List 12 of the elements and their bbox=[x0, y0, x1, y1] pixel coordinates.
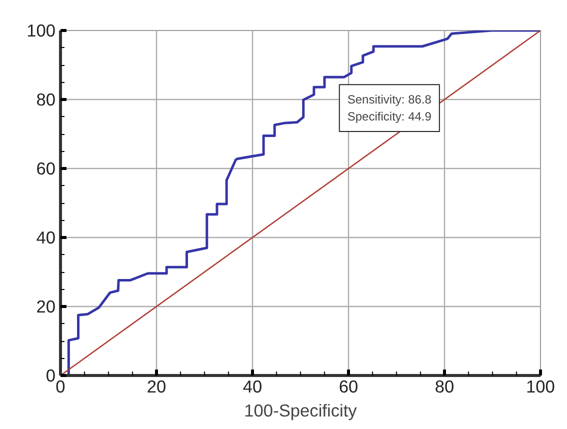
y-tick-label: 100 bbox=[26, 20, 56, 40]
x-axis-title: 100-Specificity bbox=[244, 400, 358, 420]
y-tick-label: 40 bbox=[36, 228, 56, 248]
x-tick-label: 60 bbox=[338, 376, 358, 396]
annotation: Sensitivity: 86.8 Specificity: 44.9 bbox=[347, 92, 432, 124]
x-tick-label: 20 bbox=[146, 376, 166, 396]
x-tick-label: 100 bbox=[526, 376, 555, 396]
y-tick-label: 60 bbox=[36, 158, 56, 178]
y-tick-label: 20 bbox=[36, 296, 56, 316]
x-tick-label: 40 bbox=[242, 376, 262, 396]
x-tick-label: 80 bbox=[434, 376, 454, 396]
y-tick-label: 80 bbox=[36, 90, 56, 110]
